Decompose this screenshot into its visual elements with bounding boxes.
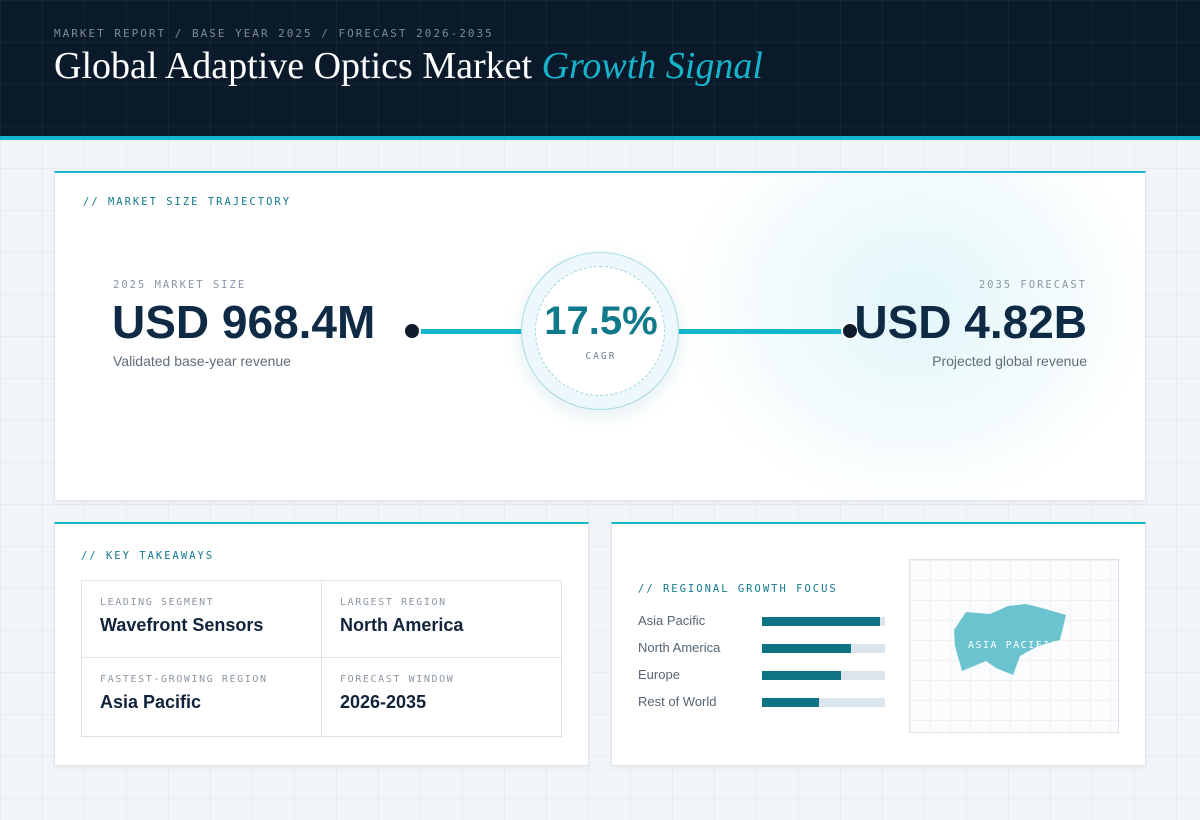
asia-pacific-map-shape [954, 604, 1066, 675]
cagr-inner-ring: 17.5% CAGR [535, 266, 665, 396]
takeaway-fastest-growing-region: FASTEST-GROWING REGION Asia Pacific [82, 658, 322, 736]
glow-decoration [675, 173, 1145, 500]
end-point-marker [841, 322, 859, 340]
bar-category-label: Rest of World [638, 694, 717, 709]
takeaway-value: Asia Pacific [100, 692, 202, 712]
bar-fill [762, 698, 819, 707]
cagr-value: 17.5% [544, 299, 658, 343]
bar-category-label: Asia Pacific [638, 613, 706, 628]
takeaway-label: FASTEST-GROWING REGION [100, 674, 268, 685]
cagr-badge: 17.5% CAGR [521, 252, 679, 410]
key-takeaways-card: // KEY TAKEAWAYS LEADING SEGMENT Wavefro… [54, 522, 589, 766]
bar-track [762, 698, 885, 707]
takeaway-leading-segment: LEADING SEGMENT Wavefront Sensors [82, 581, 322, 658]
bar-track [762, 617, 885, 626]
regional-label: // REGIONAL GROWTH FOCUS [638, 583, 838, 595]
takeaways-grid: LEADING SEGMENT Wavefront Sensors LARGES… [81, 580, 562, 737]
takeaway-value: North America [340, 615, 464, 635]
takeaway-value: Wavefront Sensors [100, 615, 264, 635]
bar-fill [762, 644, 851, 653]
forecast-caption: Projected global revenue [932, 353, 1087, 369]
bar-category-label: North America [638, 640, 721, 655]
bar-row: North America [638, 640, 888, 656]
region-map: ASIA PACIFIC [909, 559, 1119, 733]
map-region-label: ASIA PACIFIC [968, 640, 1059, 651]
trajectory-label: // MARKET SIZE TRAJECTORY [83, 196, 292, 208]
bar-category-label: Europe [638, 667, 680, 682]
takeaway-label: LARGEST REGION [340, 597, 447, 608]
start-point-marker [403, 322, 421, 340]
base-year-value: USD 968.4M [112, 296, 376, 348]
report-eyebrow: MARKET REPORT / BASE YEAR 2025 / FORECAS… [54, 27, 494, 40]
takeaway-largest-region: LARGEST REGION North America [322, 581, 561, 658]
title-main: Global Adaptive Optics Market [54, 45, 533, 87]
forecast-value: USD 4.82B [854, 296, 1087, 348]
bar-fill [762, 671, 841, 680]
bar-row: Asia Pacific [638, 613, 888, 629]
report-header: MARKET REPORT / BASE YEAR 2025 / FORECAS… [0, 0, 1200, 140]
forecast-label: 2035 FORECAST [978, 279, 1087, 291]
bar-row: Rest of World [638, 694, 888, 710]
bar-fill [762, 617, 880, 626]
cagr-label: CAGR [585, 351, 617, 362]
regional-growth-focus-card: // REGIONAL GROWTH FOCUS Asia Pacific Nor… [611, 522, 1146, 766]
bar-track [762, 644, 885, 653]
bar-row: Europe [638, 667, 888, 683]
base-year-label: 2025 MARKET SIZE [113, 279, 247, 291]
base-year-caption: Validated base-year revenue [113, 353, 291, 369]
takeaway-label: LEADING SEGMENT [100, 597, 215, 608]
market-size-trajectory-card: // MARKET SIZE TRAJECTORY 2025 MARKET SI… [54, 171, 1146, 501]
takeaway-forecast-window: FORECAST WINDOW 2026-2035 [322, 658, 561, 736]
takeaways-label: // KEY TAKEAWAYS [81, 550, 215, 562]
takeaway-label: FORECAST WINDOW [340, 674, 455, 685]
title-accent: Growth Signal [541, 45, 763, 87]
takeaway-value: 2026-2035 [340, 692, 427, 712]
bar-track [762, 671, 885, 680]
page-title: Global Adaptive Optics Market Growth Sig… [54, 44, 763, 88]
